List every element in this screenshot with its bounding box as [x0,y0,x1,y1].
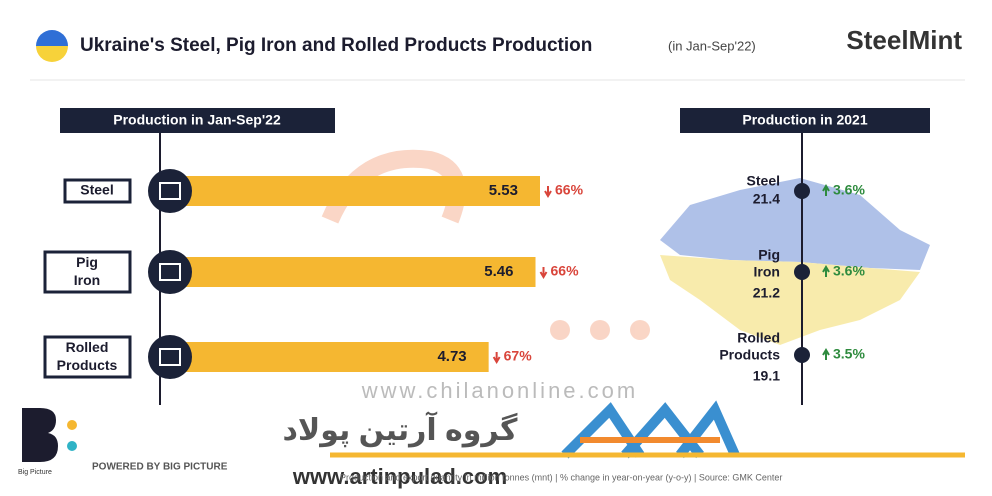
logo-text: Big Picture [18,469,52,476]
up-arrow [822,348,830,360]
down-arrow [539,267,548,279]
down-arrow [492,352,501,364]
change-label: 66% [551,263,580,279]
watermark-text: www.artinpulad.com [292,464,507,489]
watermark-logo [561,400,740,459]
icon-detail [159,182,181,200]
change-label: 3.6% [833,263,865,279]
item-label: Rolled Products [719,329,780,362]
map-ukraine [660,178,930,345]
category-label: Pig Iron [74,254,100,288]
title: Ukraine's Steel, Pig Iron and Rolled Pro… [80,35,592,56]
value-label: 4.73 [437,348,466,365]
value-label: 5.46 [484,263,513,280]
category-label: Steel [80,182,113,198]
timeline-dot [794,347,810,363]
big-picture-logo [22,408,77,462]
change-label: 3.6% [833,182,865,198]
timeline-dot [794,183,810,199]
watermark-text: www.chilanonline.com [361,378,638,403]
bar [185,342,489,372]
bar [185,176,540,206]
timeline-dot [794,264,810,280]
powered-by: POWERED BY BIG PICTURE [92,462,228,473]
category-icon [148,335,192,379]
watermark-text: گروه آرتین پولاد [282,411,518,448]
change-label: 3.5% [833,346,865,362]
up-arrow [822,184,830,196]
item-label: Pig Iron [754,246,780,279]
change-label: 67% [504,348,533,364]
category-box [43,335,132,379]
bar [185,257,536,287]
value-label: 5.53 [489,182,518,199]
change-label: 66% [555,182,584,198]
panel-header [680,108,930,133]
subtitle: (in Jan-Sep'22) [668,38,756,53]
footnote: Production and export quantity in millio… [340,472,782,482]
category-icon [148,169,192,213]
panel-title: Production in Jan-Sep'22 [113,112,281,128]
category-icon [148,250,192,294]
panel-title: Production in 2021 [742,112,867,128]
up-arrow [822,265,830,277]
brand-logo: SteelMint [846,25,962,55]
down-arrow [544,186,552,198]
item-value: 21.4 [753,191,780,207]
flag-icon [36,30,68,62]
icon-detail [159,263,181,281]
category-box [63,178,132,204]
item-value: 21.2 [753,285,780,301]
category-box [43,250,132,294]
item-label: Steel [747,173,780,189]
panel-header [60,108,335,133]
item-value: 19.1 [753,368,780,384]
icon-detail [159,348,181,366]
category-label: Rolled Products [57,339,118,373]
